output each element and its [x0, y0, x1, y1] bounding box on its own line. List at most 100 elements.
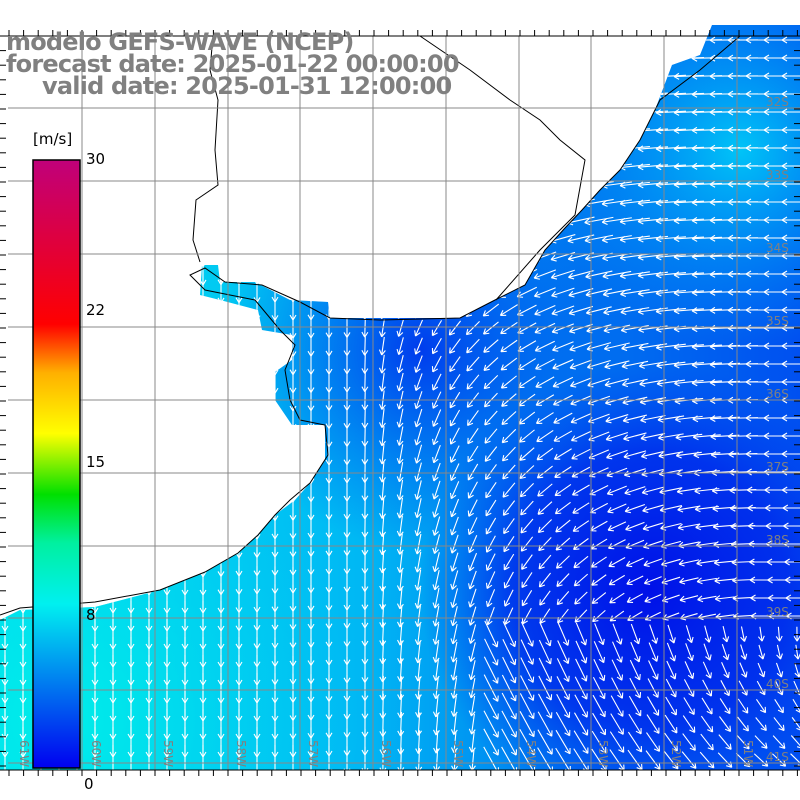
wind-arrow [289, 477, 297, 503]
wind-arrow [127, 120, 135, 141]
wind-arrow [253, 423, 261, 449]
wind-arrow [695, 523, 719, 531]
wind-arrow [19, 242, 27, 270]
wind-arrow [691, 343, 723, 351]
wind-arrow [570, 413, 592, 424]
wind-arrow [721, 661, 730, 679]
wind-arrow [181, 475, 189, 505]
wind-arrow [413, 159, 425, 173]
wind-arrow [127, 745, 135, 770]
wind-arrow [637, 37, 669, 44]
wind-arrow [628, 695, 642, 717]
wind-arrow [109, 565, 117, 596]
wind-arrow [413, 194, 425, 210]
wind-arrow [19, 189, 27, 215]
wind-arrow [289, 157, 297, 175]
wind-arrow [601, 235, 632, 244]
wind-arrow [601, 91, 632, 99]
wind-arrow [781, 450, 800, 458]
wind-arrow [535, 376, 555, 388]
wind-arrow [378, 283, 386, 301]
wind-arrow [552, 341, 574, 352]
wind-arrow [479, 54, 502, 64]
wind-arrow [325, 745, 333, 770]
wind-arrow [163, 244, 171, 268]
wind-arrow [19, 745, 27, 770]
wind-arrow [145, 511, 153, 542]
wind-arrow [253, 157, 261, 176]
wind-arrow [127, 173, 135, 195]
wind-arrow [593, 659, 606, 682]
wind-arrow [719, 716, 732, 733]
latitude-label: 32S [766, 95, 789, 109]
wind-arrow [1, 277, 9, 307]
wind-arrow [781, 126, 800, 134]
wind-arrow [655, 181, 687, 189]
wind-arrow [145, 315, 153, 341]
wind-arrow [343, 247, 351, 266]
wind-arrow [467, 410, 479, 427]
wind-arrow [37, 101, 45, 123]
wind-arrow [396, 123, 406, 137]
wind-arrow [556, 694, 571, 719]
wind-arrow [537, 483, 553, 497]
wind-arrow [361, 247, 369, 265]
wind-arrow [532, 215, 557, 226]
wind-arrow [553, 412, 573, 424]
wind-arrow [396, 372, 404, 392]
wind-arrow [714, 595, 735, 603]
wind-arrow [325, 282, 333, 302]
wind-arrow [432, 623, 440, 645]
wind-arrow [289, 139, 297, 157]
wind-arrow [665, 696, 677, 716]
wind-arrow [520, 639, 534, 665]
wind-arrow [1, 136, 9, 160]
wind-arrow [414, 337, 423, 355]
wind-arrow [740, 626, 747, 642]
wind-arrow [73, 137, 81, 159]
wind-arrow [533, 287, 556, 298]
wind-arrow [432, 498, 441, 518]
wind-arrow [682, 733, 696, 751]
wind-arrow [199, 316, 207, 340]
wind-arrow [181, 138, 189, 158]
wind-arrow [430, 177, 444, 191]
wind-arrow [145, 745, 153, 770]
wind-arrow [163, 102, 171, 122]
wind-arrow [181, 227, 189, 250]
wind-arrow [414, 587, 422, 609]
wind-arrow [127, 279, 135, 305]
wind-arrow [781, 36, 800, 44]
wind-arrow [19, 349, 27, 380]
wind-arrow [446, 106, 464, 118]
wind-arrow [127, 350, 135, 378]
wind-arrow [681, 751, 697, 769]
wind-arrow [127, 403, 135, 433]
wind-arrow [483, 746, 500, 770]
wind-arrow [127, 368, 135, 396]
wind-arrow [638, 343, 668, 351]
wind-arrow [163, 745, 171, 770]
wind-arrow [450, 606, 458, 627]
wind-arrow [181, 316, 189, 341]
wind-arrow [253, 139, 261, 157]
wind-arrow [556, 591, 570, 606]
wind-arrow [127, 475, 135, 506]
wind-arrow [612, 641, 623, 663]
wind-arrow [181, 156, 189, 177]
wind-arrow [623, 432, 647, 442]
wind-arrow [235, 370, 243, 395]
wind-arrow [378, 336, 386, 356]
wind-arrow [594, 623, 605, 646]
wind-arrow [325, 175, 333, 193]
wind-arrow [432, 534, 441, 555]
wind-arrow [501, 411, 517, 426]
wind-arrow [583, 55, 614, 63]
wind-arrow [483, 656, 499, 684]
wind-arrow [463, 89, 483, 100]
wind-arrow [481, 214, 501, 226]
wind-arrow [696, 559, 718, 567]
wind-arrow [127, 493, 135, 524]
longitude-label: 60W [89, 740, 103, 767]
wind-arrow [163, 439, 171, 469]
